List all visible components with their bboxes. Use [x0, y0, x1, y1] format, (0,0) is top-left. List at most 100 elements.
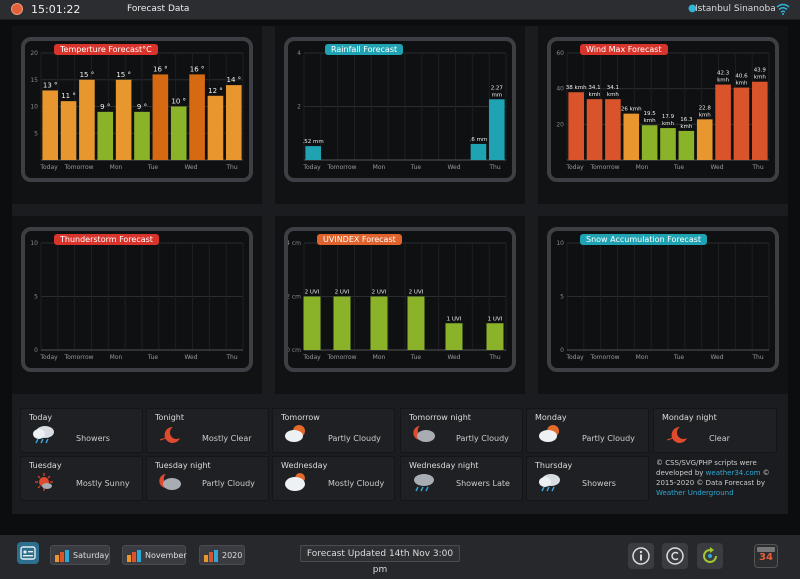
x-tick-label: Tue [147, 164, 159, 171]
y-tick-label: 10 [30, 240, 38, 247]
x-tick-label: Wed [710, 164, 723, 171]
forecast-condition: Clear [709, 434, 730, 443]
data-label: 15 ° [80, 71, 95, 79]
forecast-day: Tomorrow night [409, 413, 471, 422]
data-label: .52 mm [303, 139, 324, 145]
bar [170, 106, 187, 160]
y-tick-label: 2 cm [288, 294, 301, 301]
data-label: 17.9 [662, 114, 675, 120]
weather34-badge[interactable]: 34 [754, 544, 778, 568]
bar [752, 81, 768, 160]
x-tick-label: Today [302, 354, 321, 361]
data-label: 34.1 [588, 85, 600, 91]
data-label: 16 ° [190, 65, 205, 73]
y-tick-label: 4 cm [288, 240, 301, 247]
snow-accumulation-forecast-panel: 10 5 0 Today Tomorrow Mon Tue Wed Thu Snow Accumu… [538, 216, 788, 394]
x-tick-label: Mon [636, 354, 649, 361]
bar [226, 85, 242, 160]
credit-line-3: 2015-2020 © Data Forecast by [656, 479, 765, 487]
forecast-card: Tuesday night Partly Cloudy [146, 456, 269, 501]
page-title: Forecast Data [127, 4, 190, 14]
year-button-label: 2020 [222, 551, 243, 560]
clock: 15:01:22 [31, 3, 81, 16]
credit-text: © CSS/SVG/PHP scripts were developed by … [656, 458, 784, 498]
data-label: 2 UVI [372, 290, 387, 296]
x-tick-label: Tue [410, 164, 422, 171]
bar [660, 128, 676, 160]
partly-cloudy-icon [282, 423, 310, 445]
x-tick-label: Thu [488, 164, 500, 171]
forecast-card: Tomorrow Partly Cloudy [272, 408, 395, 453]
data-label: 10 ° [171, 98, 186, 106]
y-tick-label: 10 [30, 104, 38, 111]
snow-accumulation-chart: 10 5 0 Today Tomorrow Mon Tue Wed Thu Snow Accumu… [547, 227, 779, 372]
weather-underground-link[interactable]: Weather Underground [656, 489, 734, 497]
bar [568, 92, 584, 160]
y-tick-label: 20 [30, 50, 38, 57]
data-label: kmh [717, 78, 730, 84]
y-tick-label: 5 [34, 294, 38, 301]
x-tick-label: Tomorrow [63, 164, 93, 171]
bar [696, 119, 713, 160]
bar-chart-icon [204, 550, 218, 562]
weather34-logo-icon[interactable] [11, 3, 23, 15]
data-label: 1 UVI [488, 316, 503, 322]
refresh-icon [703, 547, 717, 563]
rainfall-forecast-panel: 4 2 Today Tomorrow Mon Tue Wed Thu .52 mm .6 mm 2.… [275, 26, 525, 204]
weather34-link[interactable]: weather34.com [705, 469, 761, 477]
forecast-condition: Mostly Clear [202, 434, 252, 443]
rainfall-chart-svg: 4 2 Today Tomorrow Mon Tue Wed Thu .52 mm .6 mm 2.… [297, 50, 507, 171]
credit-line-1: © CSS/SVG/PHP scripts were [656, 459, 757, 467]
data-label: 26 kmh [621, 107, 642, 113]
bar [152, 74, 169, 160]
y-tick-label: 5 [34, 130, 38, 137]
bar [60, 101, 77, 160]
y-tick-label: 0 [34, 347, 38, 354]
calendar-top-icon [757, 547, 775, 552]
forecast-card: Today Showers [20, 408, 143, 453]
y-tick-label: 15 [30, 77, 38, 84]
forecast-day: Tonight [155, 413, 184, 422]
bar [370, 296, 388, 350]
forecast-card: Tomorrow night Partly Cloudy [400, 408, 523, 453]
forecast-day: Tuesday night [155, 461, 211, 470]
data-label: 2.27 [491, 85, 504, 91]
menu-card-button[interactable] [17, 542, 39, 564]
x-tick-label: Today [565, 164, 584, 171]
temperature-chart-svg: 20 15 10 5 Today Tomorrow Mon Tue Wed Thu 13 °11 °… [30, 50, 244, 171]
bar [678, 130, 695, 160]
bar [586, 99, 603, 160]
refresh-button[interactable] [697, 543, 723, 569]
forecast-card: Tuesday Mostly Sunny [20, 456, 143, 501]
x-tick-label: Wed [710, 354, 723, 361]
data-label: kmh [680, 124, 693, 130]
y-tick-label: 2 [297, 104, 301, 111]
month-button[interactable]: November [122, 545, 187, 565]
data-label: 40.6 [735, 74, 748, 80]
x-tick-label: Tomorrow [326, 354, 356, 361]
day-button[interactable]: Saturday [50, 545, 110, 565]
x-tick-label: Wed [184, 164, 197, 171]
data-label: 22.8 [699, 105, 712, 111]
forecast-day: Thursday [535, 461, 573, 470]
bottom-bar: Saturday November 2020 Forecast Updated … [0, 535, 800, 579]
x-tick-label: Wed [447, 354, 460, 361]
data-label: 16 ° [153, 65, 168, 73]
y-tick-label: 60 [556, 50, 564, 57]
year-button[interactable]: 2020 [199, 545, 245, 565]
forecast-condition: Mostly Sunny [76, 479, 130, 488]
info-button[interactable] [628, 543, 654, 569]
temperature-chart: 20 15 10 5 Today Tomorrow Mon Tue Wed Thu 13 ° 11 °… [21, 37, 253, 182]
data-label: 38 kmh [566, 85, 587, 91]
forecast-day: Monday night [662, 413, 717, 422]
credit-line-2a: developed by [656, 469, 706, 477]
bar [733, 87, 750, 160]
data-label: kmh [644, 118, 657, 124]
snow-accumulation-chart-title: Snow Accumulation Forecast [580, 234, 708, 245]
forecast-condition: Partly Cloudy [582, 434, 635, 443]
copyright-button[interactable] [662, 543, 688, 569]
